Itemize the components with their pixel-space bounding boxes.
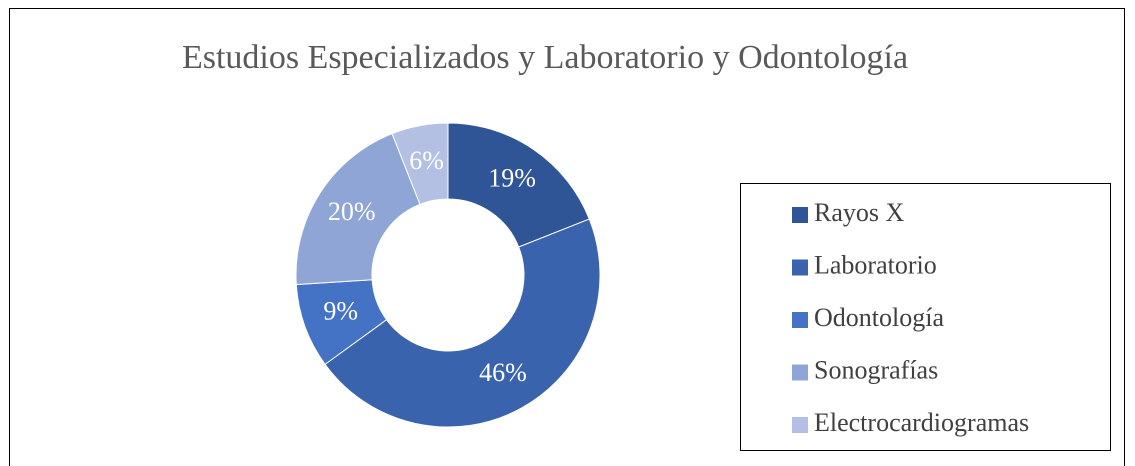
data-label: 46% xyxy=(479,358,527,387)
data-label: 9% xyxy=(323,297,358,326)
legend-label: Sonografías xyxy=(814,355,938,384)
chart-frame xyxy=(9,8,1125,466)
slice xyxy=(391,122,449,205)
legend-swatch xyxy=(792,417,808,433)
legend-swatch xyxy=(792,259,808,276)
legend-label: Laboratorio xyxy=(814,250,937,279)
data-label: 20% xyxy=(328,197,376,226)
data-label: 6% xyxy=(409,146,444,175)
legend-label: Electrocardiogramas xyxy=(814,408,1029,437)
chart-title: Estudios Especializados y Laboratorio y … xyxy=(182,39,908,76)
legend-swatch xyxy=(792,364,808,381)
data-label: 19% xyxy=(488,164,536,193)
slice xyxy=(447,122,590,248)
slice xyxy=(295,133,421,286)
slice xyxy=(324,218,601,428)
legend-swatch xyxy=(792,312,808,328)
legend-swatch xyxy=(792,207,808,223)
legend-label: Odontología xyxy=(814,303,944,332)
legend-label: Rayos X xyxy=(814,198,905,227)
